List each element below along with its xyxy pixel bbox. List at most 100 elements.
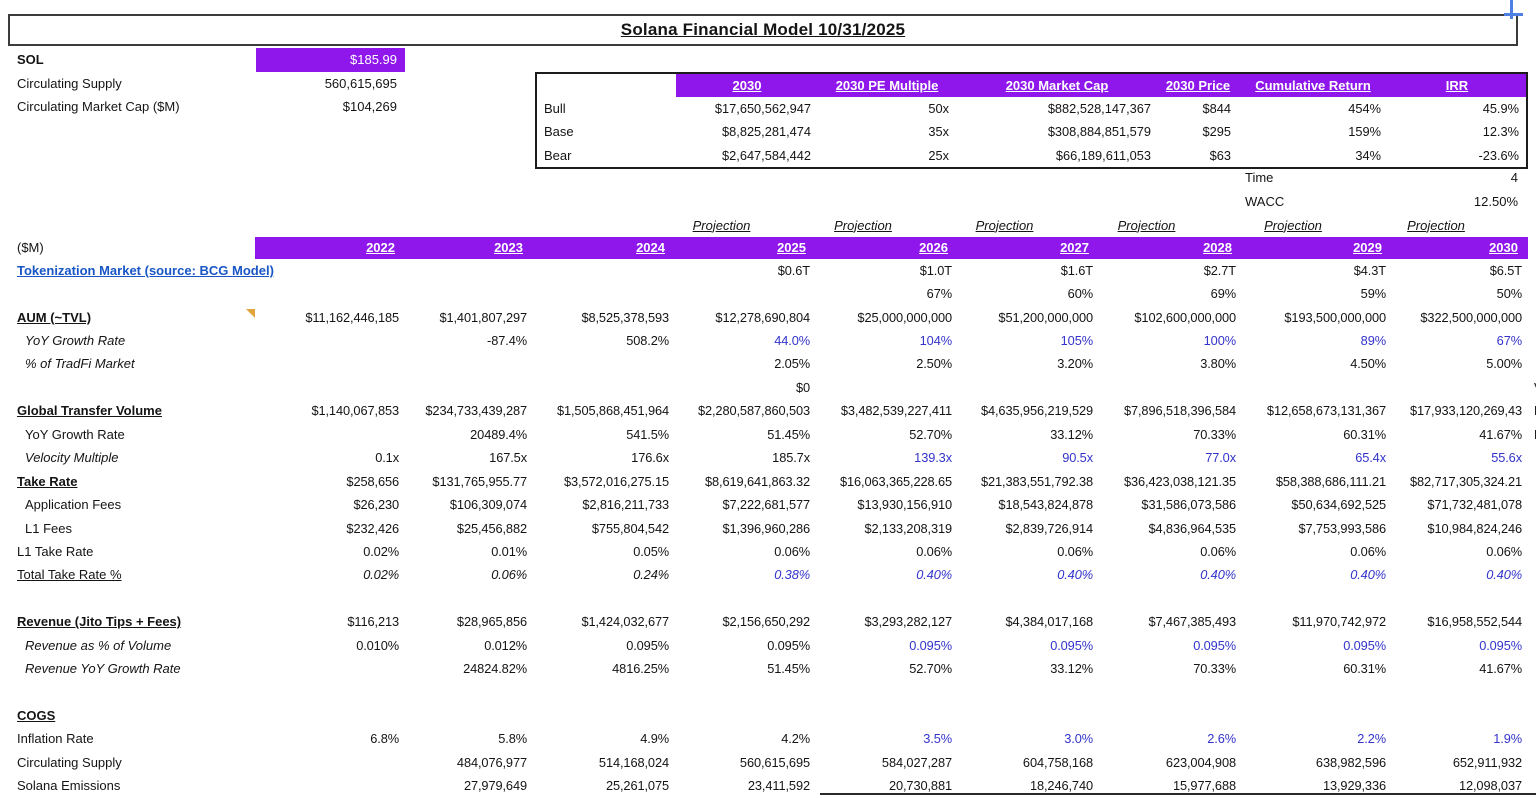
cell[interactable]: 70.33% bbox=[1193, 426, 1236, 442]
cell[interactable]: 4.50% bbox=[1350, 356, 1386, 372]
row-label[interactable]: Circulating Supply bbox=[17, 754, 122, 770]
cell[interactable]: 60% bbox=[1067, 286, 1093, 302]
cell[interactable]: 65.4x bbox=[1355, 450, 1386, 466]
row-label[interactable]: Revenue YoY Growth Rate bbox=[25, 661, 181, 677]
cell[interactable]: 27,979,649 bbox=[463, 778, 527, 794]
scenario-cell[interactable]: $8,825,281,474 bbox=[722, 124, 811, 140]
cell[interactable]: 2.6% bbox=[1207, 731, 1236, 747]
cell[interactable]: 0.095% bbox=[626, 637, 669, 653]
cell[interactable]: 484,076,977 bbox=[456, 754, 527, 770]
cell[interactable]: 0.095% bbox=[1479, 637, 1522, 653]
cell[interactable]: 67% bbox=[926, 286, 952, 302]
cell[interactable]: $6.5T bbox=[1489, 262, 1522, 278]
row-label[interactable]: Velocity Multiple bbox=[25, 450, 119, 466]
row-label[interactable]: Revenue as % of Volume bbox=[25, 637, 172, 653]
cell[interactable]: 0.095% bbox=[1193, 637, 1236, 653]
scenario-label[interactable]: Bear bbox=[544, 147, 572, 163]
cell[interactable]: 0.40% bbox=[1486, 567, 1522, 583]
cell[interactable]: $82,717,305,324.21 bbox=[1409, 473, 1522, 489]
cell[interactable]: $50,634,692,525 bbox=[1291, 497, 1386, 513]
summary-value[interactable]: $185.99 bbox=[256, 48, 405, 72]
cell[interactable]: $3,572,016,275.15 bbox=[563, 473, 669, 489]
cell[interactable]: $16,958,552,544 bbox=[1427, 614, 1522, 630]
cell[interactable]: $16,063,365,228.65 bbox=[839, 473, 952, 489]
cell[interactable]: 0.02% bbox=[363, 543, 399, 559]
scenario-cell[interactable]: 25x bbox=[928, 147, 949, 163]
cell[interactable]: $2,156,650,292 bbox=[722, 614, 810, 630]
scenario-cell[interactable]: $295 bbox=[1202, 124, 1231, 140]
cell[interactable]: 5.00% bbox=[1486, 356, 1522, 372]
cell[interactable]: $8,619,641,863.32 bbox=[704, 473, 810, 489]
cell[interactable]: $7,896,518,396,584 bbox=[1123, 403, 1236, 419]
row-label[interactable]: Solana Emissions bbox=[17, 778, 121, 794]
scenario-cell[interactable]: -23.6% bbox=[1478, 147, 1519, 163]
cell[interactable]: 50% bbox=[1496, 286, 1522, 302]
cell[interactable]: $7,753,993,586 bbox=[1298, 520, 1386, 536]
row-label[interactable]: Take Rate bbox=[17, 473, 78, 489]
cell[interactable]: 51.45% bbox=[767, 426, 810, 442]
cell[interactable]: $1.0T bbox=[919, 262, 952, 278]
cell[interactable]: 185.7x bbox=[772, 450, 810, 466]
wacc-row[interactable]: WACC 12.50% bbox=[1245, 190, 1523, 214]
cell[interactable]: 69% bbox=[1210, 286, 1236, 302]
scenario-label[interactable]: Bull bbox=[544, 101, 566, 117]
cell[interactable]: 15,977,688 bbox=[1172, 778, 1236, 794]
row-label[interactable]: Global Transfer Volume bbox=[17, 403, 162, 419]
cell[interactable]: 60.31% bbox=[1343, 661, 1386, 677]
scenario-header-cell[interactable]: 2030 Price bbox=[1158, 74, 1238, 98]
cell[interactable]: $258,656 bbox=[346, 473, 399, 489]
cell[interactable]: 3.20% bbox=[1057, 356, 1093, 372]
cell[interactable]: 33.12% bbox=[1050, 426, 1093, 442]
cell[interactable]: 638,982,596 bbox=[1315, 754, 1386, 770]
cell[interactable]: 514,168,024 bbox=[598, 754, 669, 770]
year-header[interactable]: 2023 bbox=[405, 237, 533, 259]
cell[interactable]: 3.0% bbox=[1064, 731, 1093, 747]
cell[interactable]: 0.06% bbox=[1200, 543, 1236, 559]
cell[interactable]: $1,140,067,853 bbox=[311, 403, 399, 419]
cell[interactable]: $2.7T bbox=[1203, 262, 1236, 278]
cell[interactable]: 60.31% bbox=[1343, 426, 1386, 442]
cell[interactable]: 3.80% bbox=[1200, 356, 1236, 372]
cell[interactable]: $21,383,551,792.38 bbox=[980, 473, 1093, 489]
year-header[interactable]: 2029 bbox=[1242, 237, 1392, 259]
cell[interactable]: 44.0% bbox=[774, 333, 810, 349]
cell[interactable]: 4816.25% bbox=[612, 661, 669, 677]
cell[interactable]: 0.01% bbox=[491, 543, 527, 559]
cell[interactable]: $12,658,673,131,367 bbox=[1266, 403, 1386, 419]
cell[interactable]: 23,411,592 bbox=[747, 778, 810, 794]
cell[interactable]: $12,278,690,804 bbox=[715, 309, 810, 325]
scenario-cell[interactable]: 34% bbox=[1355, 147, 1381, 163]
cell[interactable]: $755,804,542 bbox=[591, 520, 669, 536]
year-header[interactable]: 2028 bbox=[1099, 237, 1242, 259]
scenario-cell[interactable]: 45.9% bbox=[1482, 101, 1519, 117]
cell[interactable]: $2,133,208,319 bbox=[864, 520, 952, 536]
scenario-header-cell[interactable]: 2030 PE Multiple bbox=[818, 74, 956, 98]
summary-label[interactable]: SOL bbox=[17, 52, 44, 68]
cell[interactable]: 0.05% bbox=[633, 543, 669, 559]
cell[interactable]: 0.095% bbox=[1343, 637, 1386, 653]
cell[interactable]: -87.4% bbox=[487, 333, 527, 349]
cell[interactable]: 0.095% bbox=[767, 637, 810, 653]
cell[interactable]: 18,246,740 bbox=[1029, 778, 1093, 794]
scenario-cell[interactable]: 454% bbox=[1348, 101, 1381, 117]
scenario-cell[interactable]: 35x bbox=[928, 124, 949, 140]
cell[interactable]: 77.0x bbox=[1205, 450, 1236, 466]
scenario-cell[interactable]: $844 bbox=[1202, 101, 1231, 117]
cell[interactable]: 0.095% bbox=[1050, 637, 1093, 653]
summary-value[interactable]: $104,269 bbox=[342, 99, 397, 115]
scenario-cell[interactable]: $308,884,851,579 bbox=[1047, 124, 1151, 140]
year-header[interactable]: 2026 bbox=[816, 237, 958, 259]
year-header[interactable]: 2027 bbox=[958, 237, 1099, 259]
cell[interactable]: 5.8% bbox=[498, 731, 527, 747]
cell[interactable]: 0.24% bbox=[633, 567, 669, 583]
year-header[interactable]: 2030 bbox=[1392, 237, 1528, 259]
scenario-header-cell[interactable]: 2030 bbox=[676, 74, 818, 98]
cell[interactable]: 0.38% bbox=[774, 567, 810, 583]
cell[interactable]: $1,505,868,451,964 bbox=[556, 403, 669, 419]
cell[interactable]: 0.06% bbox=[1057, 543, 1093, 559]
cell[interactable]: $18,543,824,878 bbox=[998, 497, 1093, 513]
cell[interactable]: 167.5x bbox=[489, 450, 527, 466]
cell[interactable]: $322,500,000,000 bbox=[1420, 309, 1522, 325]
cell[interactable]: $0.6T bbox=[777, 262, 810, 278]
cell[interactable]: $4,836,964,535 bbox=[1148, 520, 1236, 536]
